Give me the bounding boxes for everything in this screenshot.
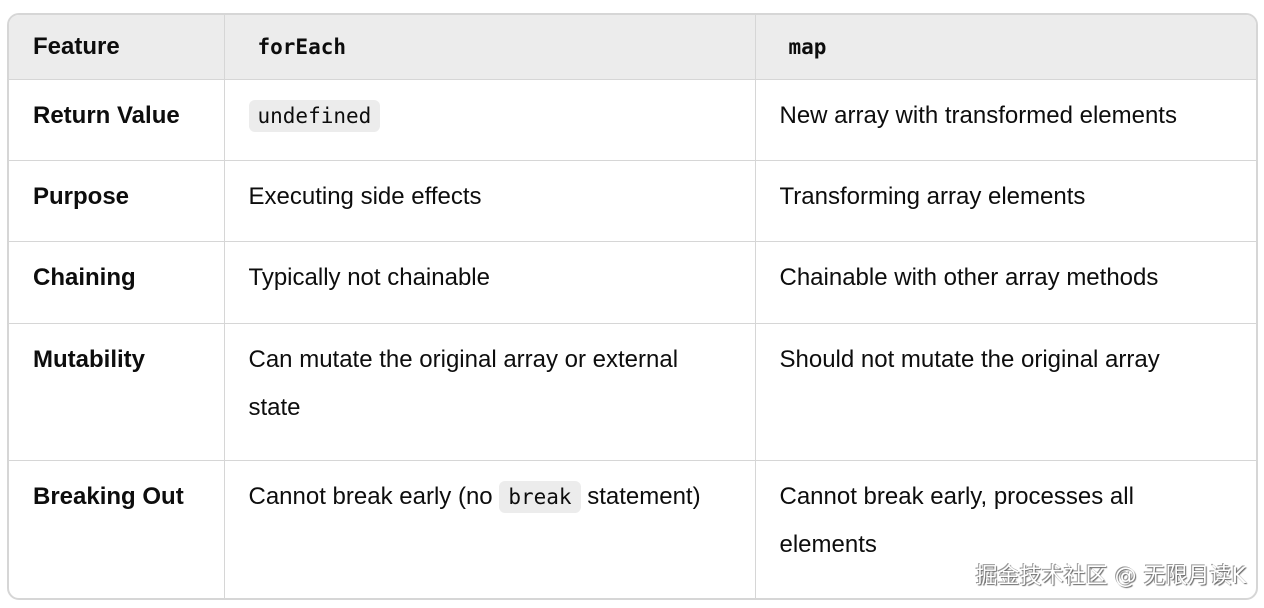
table-cell: Should not mutate the original array <box>754 322 1256 462</box>
header-row: Feature forEach map <box>9 15 1256 80</box>
cell-text: statement) <box>580 483 701 511</box>
cell-text: Should not mutate the original array <box>779 345 1160 373</box>
table-row: Mutability Can mutate the original array … <box>9 322 1256 462</box>
table-cell: Can mutate the original array or externa… <box>223 322 756 462</box>
inline-code: break <box>499 481 581 514</box>
cell-text: Typically not chainable <box>248 264 490 292</box>
table-cell: Typically not chainable <box>223 241 756 324</box>
table-row: Chaining Typically not chainable Chainable… <box>9 241 1256 324</box>
comparison-table-container: Feature forEach map Return Value undefined N… <box>7 13 1258 600</box>
table-cell: Cannot break early, processes all elemen… <box>754 460 1256 598</box>
cell-text: Transforming array elements <box>779 183 1086 211</box>
row-label-cell: Mutability <box>9 322 225 462</box>
column-header: Feature <box>9 15 225 80</box>
column-header: map <box>754 15 1256 80</box>
cell-text: Chainable with other array methods <box>779 264 1159 292</box>
row-label-cell: Chaining <box>9 241 225 324</box>
cell-text: Mutability <box>33 345 145 373</box>
cell-text: Feature <box>33 33 120 60</box>
table-row: Return Value undefined New array with tran… <box>9 78 1256 162</box>
row-label-cell: Purpose <box>9 160 225 243</box>
cell-text: Can mutate the original array or externa… <box>248 345 679 421</box>
table-cell: Cannot break early (no break statement) <box>223 460 756 598</box>
table-cell: Executing side effects <box>223 160 756 243</box>
column-header: forEach <box>223 15 756 80</box>
cell-text: Purpose <box>33 183 130 211</box>
watermark: 掘金技术社区 @ 无限月读K <box>975 564 1246 589</box>
inline-code: forEach <box>248 31 356 63</box>
inline-code: map <box>779 31 836 63</box>
inline-code: undefined <box>248 100 381 132</box>
cell-text: Return Value <box>33 102 180 129</box>
table-cell: Chainable with other array methods <box>754 241 1256 324</box>
cell-text: Breaking Out <box>33 483 184 511</box>
cell-text: Chaining <box>33 264 136 292</box>
table-cell: Transforming array elements <box>754 160 1256 243</box>
table-cell: New array with transformed elements <box>754 78 1256 162</box>
row-label-cell: Breaking Out <box>9 460 225 598</box>
table-row: Purpose Executing side effects Transformin… <box>9 160 1256 243</box>
comparison-table: Feature forEach map Return Value undefined N… <box>9 15 1256 598</box>
table-row: Breaking Out Cannot break early (no break… <box>9 460 1256 598</box>
row-label-cell: Return Value <box>9 78 225 162</box>
cell-text: New array with transformed elements <box>779 102 1177 129</box>
cell-text: Cannot break early (no <box>248 483 500 511</box>
cell-text: Cannot break early, processes all elemen… <box>779 483 1134 559</box>
cell-text: Executing side effects <box>248 183 482 211</box>
table-cell: undefined <box>223 78 756 162</box>
